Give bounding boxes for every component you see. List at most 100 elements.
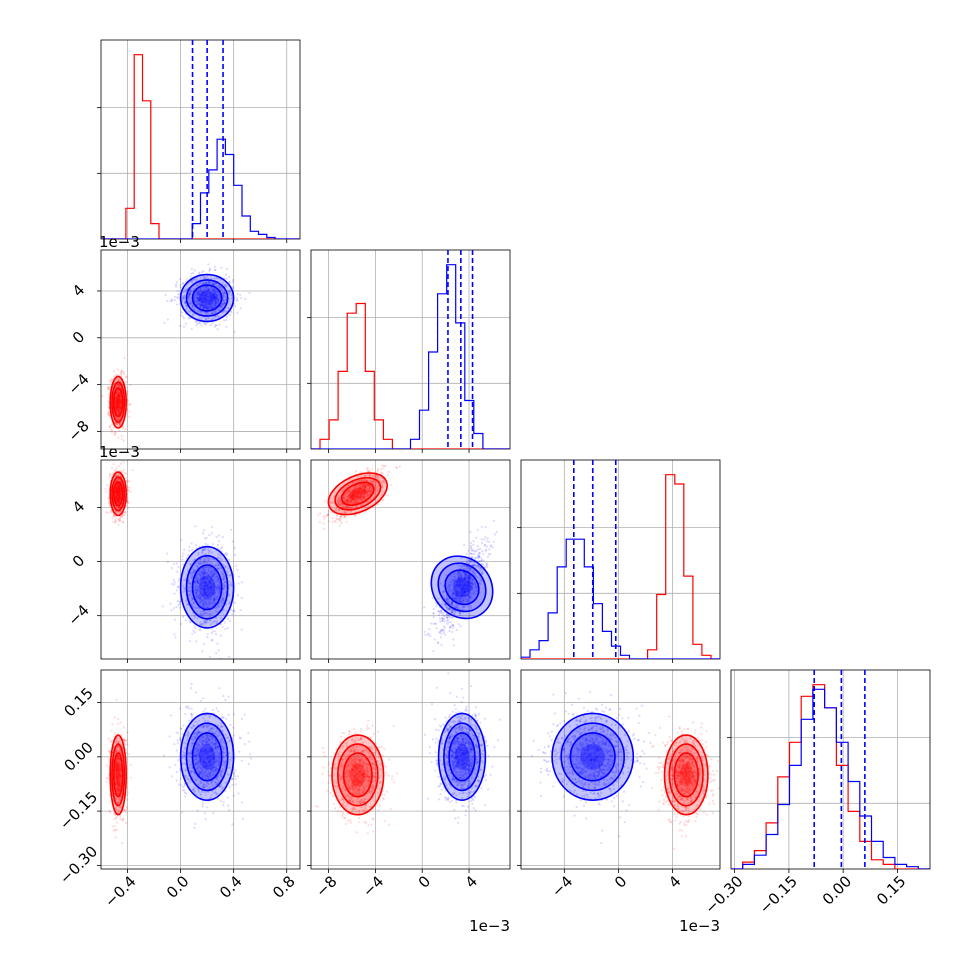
sample-point — [114, 497, 117, 500]
sample-point — [362, 497, 365, 500]
sample-point — [179, 324, 182, 327]
sample-point — [206, 588, 209, 591]
sample-point — [221, 578, 225, 581]
sample-point — [117, 497, 120, 500]
sample-point — [115, 408, 118, 411]
sample-point — [209, 582, 212, 585]
sample-point — [119, 486, 122, 490]
sample-point — [359, 487, 362, 490]
sample-point — [199, 598, 202, 601]
sample-point — [351, 496, 354, 499]
sample-point — [196, 290, 200, 293]
sample-point — [116, 392, 119, 395]
sample-point — [368, 486, 371, 489]
sample-point — [203, 589, 206, 592]
sample-point — [355, 488, 358, 491]
sample-point — [360, 499, 363, 502]
sample-point — [348, 478, 351, 481]
sample-point — [119, 469, 122, 472]
sample-point — [115, 416, 118, 419]
sample-point — [163, 321, 166, 324]
sample-point — [203, 591, 206, 594]
sample-point — [367, 484, 370, 487]
sample-point — [198, 292, 201, 295]
sample-point — [115, 396, 118, 399]
sample-point — [117, 519, 120, 522]
sample-point — [364, 486, 367, 489]
sample-point — [191, 314, 194, 317]
sample-point — [118, 496, 121, 499]
sample-point — [360, 492, 363, 495]
sample-point — [114, 421, 117, 425]
sample-point — [202, 576, 205, 580]
sample-point — [118, 499, 121, 502]
sample-point — [348, 491, 351, 494]
sample-point — [216, 567, 219, 570]
sample-point — [370, 481, 374, 484]
sample-point — [364, 490, 367, 493]
sample-point — [215, 579, 218, 583]
sample-point — [363, 484, 367, 487]
sample-point — [224, 299, 227, 302]
sample-point — [357, 496, 360, 499]
sample-point — [472, 564, 476, 567]
sample-point — [116, 398, 119, 402]
sample-point — [117, 409, 120, 412]
sample-point — [219, 634, 222, 637]
sample-point — [452, 593, 455, 596]
sample-point — [360, 486, 363, 489]
sample-point — [209, 324, 212, 327]
sample-point — [207, 312, 210, 315]
red-density — [109, 471, 127, 517]
sample-point — [341, 505, 344, 508]
sample-point — [341, 503, 344, 506]
sample-point — [211, 318, 214, 321]
sample-point — [201, 550, 204, 553]
sample-point — [458, 590, 461, 593]
sample-point — [119, 494, 122, 497]
sample-point — [116, 474, 119, 477]
sample-point — [123, 356, 126, 360]
sample-point — [351, 493, 354, 497]
sample-point — [183, 294, 186, 297]
sample-point — [116, 409, 119, 412]
sample-point — [214, 296, 217, 299]
sample-point — [210, 571, 214, 575]
sample-point — [115, 396, 118, 399]
sample-point — [217, 602, 221, 605]
sample-point — [128, 410, 131, 413]
sample-point — [224, 628, 227, 631]
sample-point — [369, 499, 372, 502]
sample-point — [358, 498, 362, 501]
sample-point — [344, 494, 347, 497]
sample-point — [214, 617, 217, 620]
sample-point — [365, 492, 368, 495]
sample-point — [463, 577, 466, 580]
sample-point — [124, 511, 127, 514]
sample-point — [336, 497, 339, 500]
sample-point — [119, 490, 122, 493]
sample-point — [484, 549, 487, 552]
sample-point — [181, 300, 184, 303]
sample-point — [346, 498, 349, 502]
sample-point — [355, 501, 358, 504]
sample-point — [129, 383, 132, 387]
sample-point — [367, 489, 370, 492]
sample-point — [357, 479, 361, 482]
sample-point — [454, 584, 457, 587]
sample-point — [227, 300, 231, 303]
sample-point — [202, 570, 205, 573]
sample-point — [117, 389, 120, 392]
sample-point — [117, 417, 120, 420]
sample-point — [359, 493, 362, 497]
sample-point — [116, 479, 119, 482]
sample-point — [117, 398, 120, 401]
sample-point — [118, 506, 121, 509]
sample-point — [188, 302, 191, 305]
sample-point — [200, 622, 203, 626]
sample-point — [387, 470, 390, 473]
sample-point — [183, 548, 186, 552]
sample-point — [358, 495, 361, 498]
sample-point — [467, 579, 470, 582]
sample-point — [450, 602, 453, 605]
